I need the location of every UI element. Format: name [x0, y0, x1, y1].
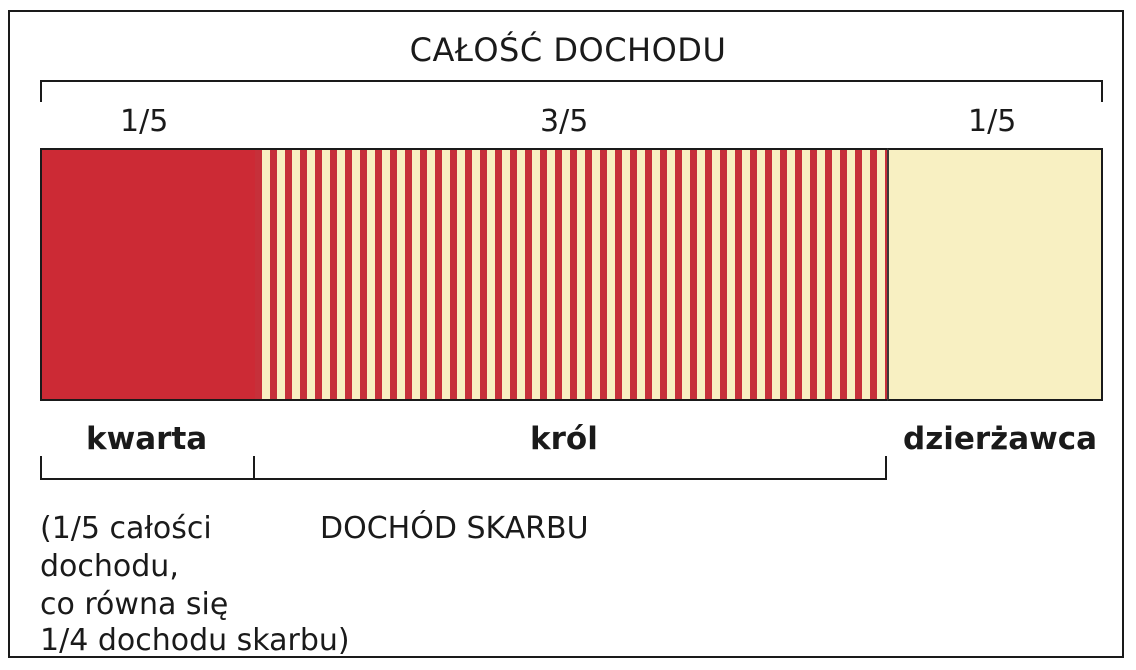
- fraction-krol: 3/5: [540, 104, 589, 139]
- whole-income-bracket: [40, 80, 1103, 82]
- treasury-label: DOCHÓD SKARBU: [320, 511, 589, 546]
- treasury-bracket: [255, 478, 887, 480]
- label-kwarta: kwarta: [86, 421, 208, 457]
- diagram-title: CAŁOŚĆ DOCHODU: [409, 31, 727, 69]
- label-dzierzawca: dzierżawca: [903, 421, 1098, 457]
- treasury-bracket-right-tick: [885, 456, 887, 480]
- fraction-dzierzawca: 1/5: [968, 104, 1017, 139]
- segment-krol: [255, 148, 887, 401]
- segment-dzierzawca: [887, 148, 1103, 401]
- kwarta-bracket-left-tick: [40, 456, 42, 480]
- fraction-kwarta: 1/5: [120, 104, 169, 139]
- kwarta-bracket-right-tick: [253, 456, 255, 480]
- kwarta-bracket: [40, 478, 255, 480]
- label-krol: król: [530, 421, 598, 457]
- kwarta-note-line-1: (1/5 całości: [40, 511, 212, 546]
- segment-kwarta: [40, 148, 255, 401]
- whole-income-bracket-right-tick: [1101, 80, 1103, 102]
- kwarta-note-line-4: 1/4 dochodu skarbu): [40, 623, 350, 658]
- kwarta-note-line-2: dochodu,: [40, 549, 179, 584]
- kwarta-note-line-3: co równa się: [40, 587, 229, 622]
- whole-income-bracket-left-tick: [40, 80, 42, 102]
- diagram-frame: CAŁOŚĆ DOCHODU 1/5 3/5 1/5 kwarta król d…: [8, 10, 1124, 658]
